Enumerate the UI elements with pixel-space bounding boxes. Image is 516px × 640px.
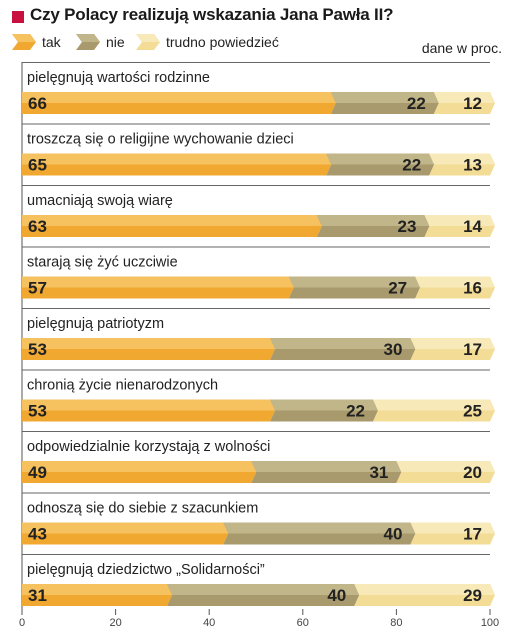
bar-segment-top-tak	[22, 461, 257, 472]
data-label-tak: 31	[28, 586, 47, 605]
data-label-trudno: 17	[463, 525, 482, 544]
x-tick-label: 0	[19, 617, 25, 629]
unit-note: dane w proc.	[421, 40, 502, 56]
category-label: odpowiedzialnie korzystają z wolności	[27, 439, 270, 455]
x-tick-label: 80	[390, 617, 402, 629]
legend-label-tak: tak	[42, 34, 61, 50]
chart-title-text: Czy Polacy realizują wskazania Jana Pawł…	[30, 5, 394, 24]
legend-label-nie: nie	[106, 34, 125, 50]
data-label-nie: 22	[402, 156, 421, 175]
data-label-tak: 66	[28, 94, 47, 113]
bar-segment-top-tak	[22, 338, 276, 349]
data-label-trudno: 14	[463, 217, 482, 236]
data-label-tak: 65	[28, 156, 47, 175]
bar-segment-top-nie	[223, 522, 416, 534]
bar-segment-top-nie	[330, 92, 439, 103]
bar-segment-top-tak	[22, 584, 173, 595]
data-label-trudno: 29	[463, 586, 482, 605]
bar-segment-top-tak	[22, 215, 322, 226]
data-label-trudno: 20	[463, 463, 482, 482]
data-label-trudno: 16	[463, 279, 482, 298]
data-label-tak: 49	[28, 463, 47, 482]
bar-segment-top-trudno	[396, 461, 495, 472]
data-label-trudno: 13	[463, 156, 482, 175]
data-label-nie: 30	[384, 340, 403, 359]
category-label: umacniają swoją wiarę	[27, 193, 173, 209]
data-label-tak: 53	[28, 402, 47, 421]
category-label: chronią życie nienarodzonych	[27, 378, 218, 394]
x-tick-label: 20	[109, 617, 121, 629]
data-label-trudno: 25	[463, 402, 482, 421]
data-label-tak: 57	[28, 279, 47, 298]
data-label-tak: 43	[28, 525, 47, 544]
bar-segment-top-trudno	[433, 92, 495, 103]
bar-segment-top-nie	[288, 276, 421, 288]
bar-segment-top-trudno	[373, 399, 495, 411]
bar-segment-top-tak	[22, 399, 276, 411]
data-label-tak: 63	[28, 217, 47, 236]
data-label-nie: 23	[398, 217, 417, 236]
legend-swatch-tak	[12, 34, 36, 50]
bar-segment-top-nie	[326, 153, 435, 165]
bar-segment-top-trudno	[410, 338, 495, 349]
category-label: odnoszą się do siebie z szacunkiem	[27, 501, 258, 517]
data-label-nie: 31	[369, 463, 388, 482]
data-label-nie: 40	[384, 525, 403, 544]
bar-segment-top-nie	[316, 215, 430, 226]
bar-segment-top-nie	[167, 584, 360, 595]
bar-segment-top-trudno	[424, 215, 495, 226]
category-label: pielęgnują wartości rodzinne	[27, 70, 210, 86]
data-label-trudno: 12	[463, 94, 482, 113]
category-label: troszczą się o religijne wychowanie dzie…	[27, 132, 294, 148]
bar-segment-top-nie	[270, 338, 416, 349]
legend-swatch-nie	[76, 34, 100, 50]
legend-label-trudno: trudno powiedzieć	[166, 34, 279, 50]
x-tick-label: 40	[203, 617, 215, 629]
bar-segment-top-trudno	[410, 522, 495, 534]
bar-segment-top-nie	[270, 399, 378, 411]
category-label: starają się żyć uczciwie	[27, 255, 178, 271]
legend-swatch-trudno	[136, 34, 160, 50]
category-label: pielęgnują dziedzictwo „Solidarności”	[27, 562, 265, 578]
bar-segment-top-tak	[22, 92, 336, 103]
bar-segment-top-tak	[22, 276, 294, 288]
legend: tak nie trudno powiedzieć	[8, 31, 508, 55]
x-tick-label: 100	[481, 617, 499, 629]
data-label-tak: 53	[28, 340, 47, 359]
chart-title: Czy Polacy realizują wskazania Jana Pawł…	[8, 4, 508, 30]
bar-segment-top-tak	[22, 153, 332, 165]
data-label-nie: 22	[407, 94, 426, 113]
category-label: pielęgnują patriotyzm	[27, 316, 164, 332]
data-label-nie: 27	[388, 279, 407, 298]
data-label-nie: 40	[327, 586, 346, 605]
bar-segment-top-trudno	[354, 584, 495, 595]
x-tick-label: 60	[297, 617, 309, 629]
bar-segment-top-nie	[251, 461, 402, 472]
data-label-nie: 22	[346, 402, 365, 421]
bar-segment-top-trudno	[415, 276, 495, 288]
title-marker-square	[12, 11, 24, 23]
bar-segment-top-tak	[22, 522, 229, 534]
data-label-trudno: 17	[463, 340, 482, 359]
bar-segment-top-trudno	[429, 153, 495, 165]
